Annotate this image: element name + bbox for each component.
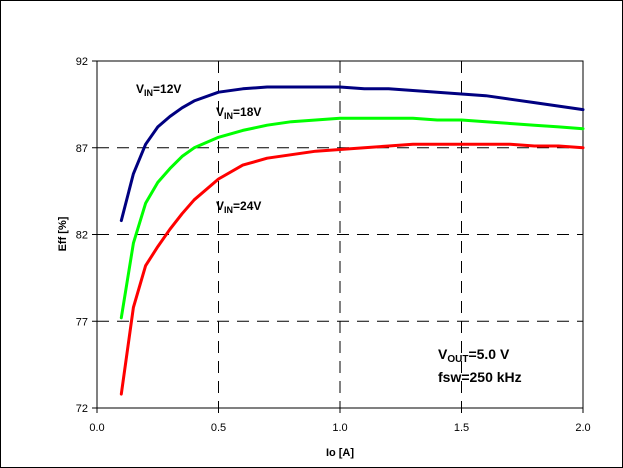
y-tick-label: 72 [76,403,88,415]
x-tick-label: 2.0 [575,422,590,434]
series-line-0 [119,85,585,223]
series-label-18v: VIN=18V [216,105,261,121]
series-label-12v: VIN=12V [136,82,181,98]
fsw-annotation: fsw=250 kHz [438,369,522,385]
x-tick-label: 1.0 [332,422,347,434]
x-tick-label: 1.5 [454,422,469,434]
series-label-24v: VIN=24V [216,199,261,215]
grid-lines [97,60,583,408]
y-tick-label: 87 [76,143,88,155]
x-tick-label: 0.5 [211,422,226,434]
series-line-1 [119,116,585,320]
series-line-2 [119,142,585,396]
y-tick-label: 77 [76,316,88,328]
y-tick-label: 92 [76,56,88,68]
tick-labels: 0.0 0.5 1.0 1.5 2.0 72 77 82 87 92 [76,56,591,434]
y-axis-label: Eff [%] [57,216,69,251]
x-axis-label: Io [A] [326,447,354,459]
y-tick-label: 82 [76,230,88,242]
series-lines [119,85,585,396]
vout-annotation: VOUT=5.0 V [438,346,510,365]
x-tick-label: 0.0 [89,422,104,434]
